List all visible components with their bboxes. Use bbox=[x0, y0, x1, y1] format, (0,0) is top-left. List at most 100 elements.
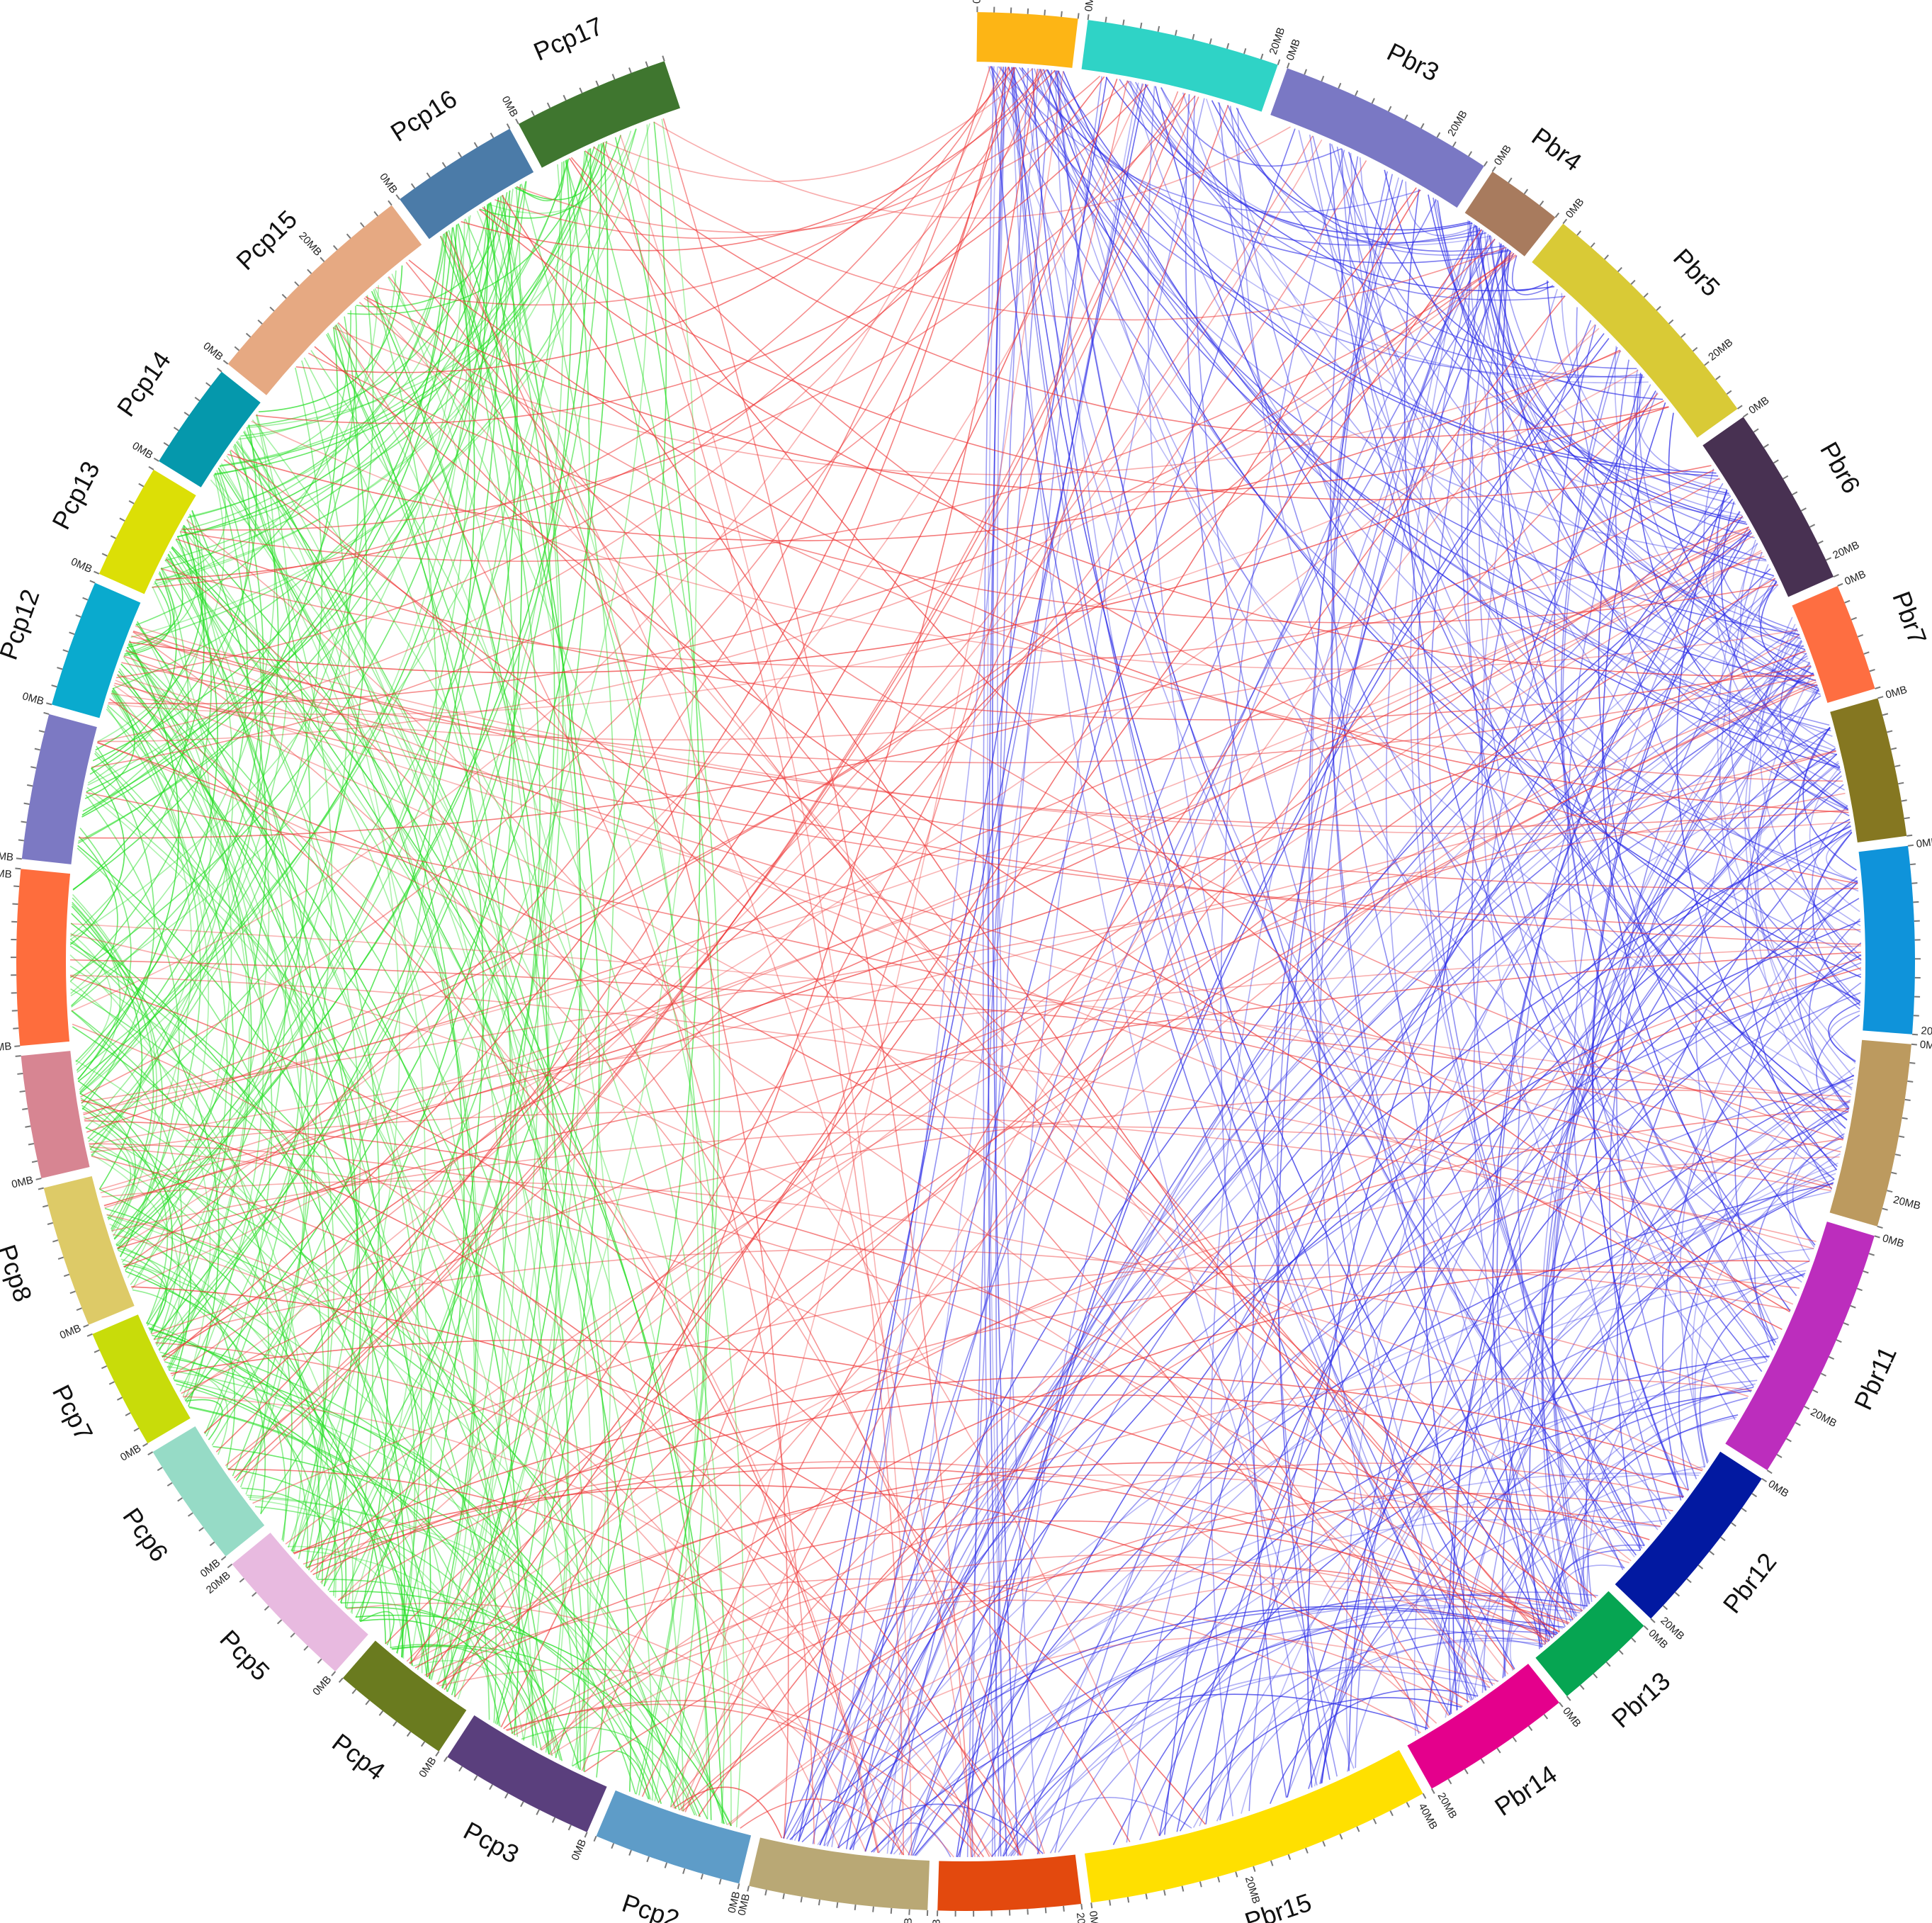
synteny-link bbox=[1236, 107, 1504, 252]
synteny-link bbox=[82, 232, 447, 812]
tick-label: 0MB bbox=[377, 171, 400, 196]
chromosome-label: Pcp13 bbox=[46, 456, 106, 534]
chromosome-band bbox=[92, 1314, 191, 1444]
synteny-link bbox=[1423, 390, 1656, 1691]
synteny-link bbox=[91, 1156, 990, 1857]
tick-mark bbox=[1404, 114, 1408, 120]
tick-mark bbox=[1157, 26, 1160, 33]
synteny-link bbox=[146, 538, 270, 1324]
synteny-link bbox=[1592, 530, 1751, 1499]
synteny-link bbox=[1614, 346, 1821, 695]
tick-mark bbox=[1668, 319, 1674, 325]
synteny-link bbox=[89, 945, 1861, 1146]
tick-mark bbox=[1785, 1438, 1792, 1443]
synteny-link bbox=[672, 71, 1064, 1808]
tick-mark bbox=[1539, 201, 1544, 206]
tick-mark bbox=[125, 1412, 131, 1416]
synteny-link bbox=[991, 98, 1205, 1857]
tick-mark bbox=[1192, 33, 1195, 40]
tick-mark bbox=[227, 1563, 233, 1569]
synteny-link bbox=[114, 682, 1861, 931]
tick-label: 40MB bbox=[1416, 1801, 1440, 1832]
tick-mark bbox=[76, 1307, 82, 1312]
tick-mark bbox=[551, 1817, 556, 1823]
synteny-link bbox=[125, 650, 432, 1664]
synteny-link bbox=[584, 150, 1669, 439]
synteny-link bbox=[121, 662, 1814, 764]
tick-mark bbox=[1894, 1154, 1902, 1156]
synteny-link bbox=[789, 1606, 1559, 1840]
synteny-link bbox=[698, 967, 1862, 1817]
tick-mark bbox=[1389, 1810, 1394, 1817]
synteny-link bbox=[446, 118, 697, 1693]
synteny-link bbox=[77, 203, 490, 844]
synteny-link bbox=[409, 1156, 1840, 1664]
synteny-link bbox=[71, 906, 143, 1190]
tick-mark bbox=[1800, 507, 1807, 512]
synteny-link bbox=[1034, 68, 1862, 960]
synteny-link bbox=[256, 84, 1149, 424]
synteny-link bbox=[210, 479, 708, 1820]
chromosome-label: Pbr12 bbox=[1717, 1547, 1783, 1619]
synteny-link bbox=[1021, 67, 1671, 1515]
synteny-link bbox=[465, 218, 707, 1808]
tick-label: 0MB bbox=[725, 1890, 742, 1914]
synteny-link bbox=[1010, 1472, 1701, 1856]
synteny-link bbox=[153, 1248, 1749, 1397]
tick-mark bbox=[166, 1482, 173, 1487]
synteny-link bbox=[1158, 829, 1852, 1837]
tick-mark bbox=[1077, 13, 1080, 19]
synteny-link bbox=[1428, 194, 1746, 523]
tick-mark bbox=[818, 1899, 821, 1906]
synteny-link bbox=[439, 1668, 954, 1858]
synteny-link bbox=[798, 530, 1751, 1842]
tick-mark bbox=[458, 1766, 463, 1772]
tick-mark bbox=[1898, 782, 1904, 785]
tick-mark bbox=[1736, 405, 1743, 410]
tick-mark bbox=[183, 412, 190, 417]
tick-mark bbox=[27, 784, 33, 787]
tick-mark bbox=[1882, 1207, 1888, 1211]
synteny-link bbox=[112, 687, 235, 1352]
synteny-link bbox=[1576, 307, 1841, 771]
tick-mark bbox=[1422, 1793, 1427, 1799]
synteny-link bbox=[1054, 662, 1811, 1853]
chromosome-label: Pcp4 bbox=[327, 1727, 390, 1786]
synteny-link bbox=[79, 469, 1714, 839]
synteny-link bbox=[183, 1396, 993, 1857]
chromosome-label: Pbr6 bbox=[1814, 437, 1866, 498]
chromosome-label: Pcp14 bbox=[111, 346, 176, 422]
tick-mark bbox=[1856, 1287, 1863, 1292]
synteny-link bbox=[849, 575, 1775, 1850]
synteny-link bbox=[358, 302, 1843, 1141]
tick-mark bbox=[1483, 161, 1488, 167]
tick-mark bbox=[747, 1885, 750, 1892]
synteny-link bbox=[549, 634, 1800, 1755]
chromosome-band bbox=[51, 582, 141, 718]
chromosome-band bbox=[1792, 585, 1875, 704]
synteny-link bbox=[97, 742, 1597, 1598]
synteny-link bbox=[817, 1248, 1814, 1846]
synteny-link bbox=[1828, 1002, 1860, 1063]
tick-label: 0MB bbox=[1564, 196, 1587, 221]
tick-mark bbox=[1305, 1847, 1309, 1854]
synteny-link bbox=[101, 1180, 1704, 1470]
synteny-link bbox=[203, 78, 1118, 1433]
synteny-link bbox=[1496, 511, 1741, 1642]
synteny-link bbox=[109, 698, 879, 1854]
synteny-link bbox=[365, 296, 1669, 493]
synteny-link bbox=[88, 162, 563, 1142]
tick-mark bbox=[1766, 1470, 1773, 1474]
chromosome-band bbox=[98, 469, 196, 594]
chromosome-pcp10: 0MB20MBPcp10 bbox=[0, 867, 71, 1054]
tick-mark bbox=[1731, 1522, 1736, 1527]
tick-mark bbox=[1833, 573, 1839, 578]
tick-mark bbox=[1339, 1834, 1343, 1840]
synteny-link bbox=[1719, 564, 1850, 1108]
synteny-link bbox=[355, 1614, 732, 1827]
synteny-link bbox=[426, 229, 1483, 1678]
synteny-link bbox=[81, 305, 358, 816]
chromosome-band bbox=[152, 1426, 265, 1557]
tick-label: 0MB bbox=[971, 0, 983, 4]
tick-mark bbox=[1783, 475, 1789, 480]
